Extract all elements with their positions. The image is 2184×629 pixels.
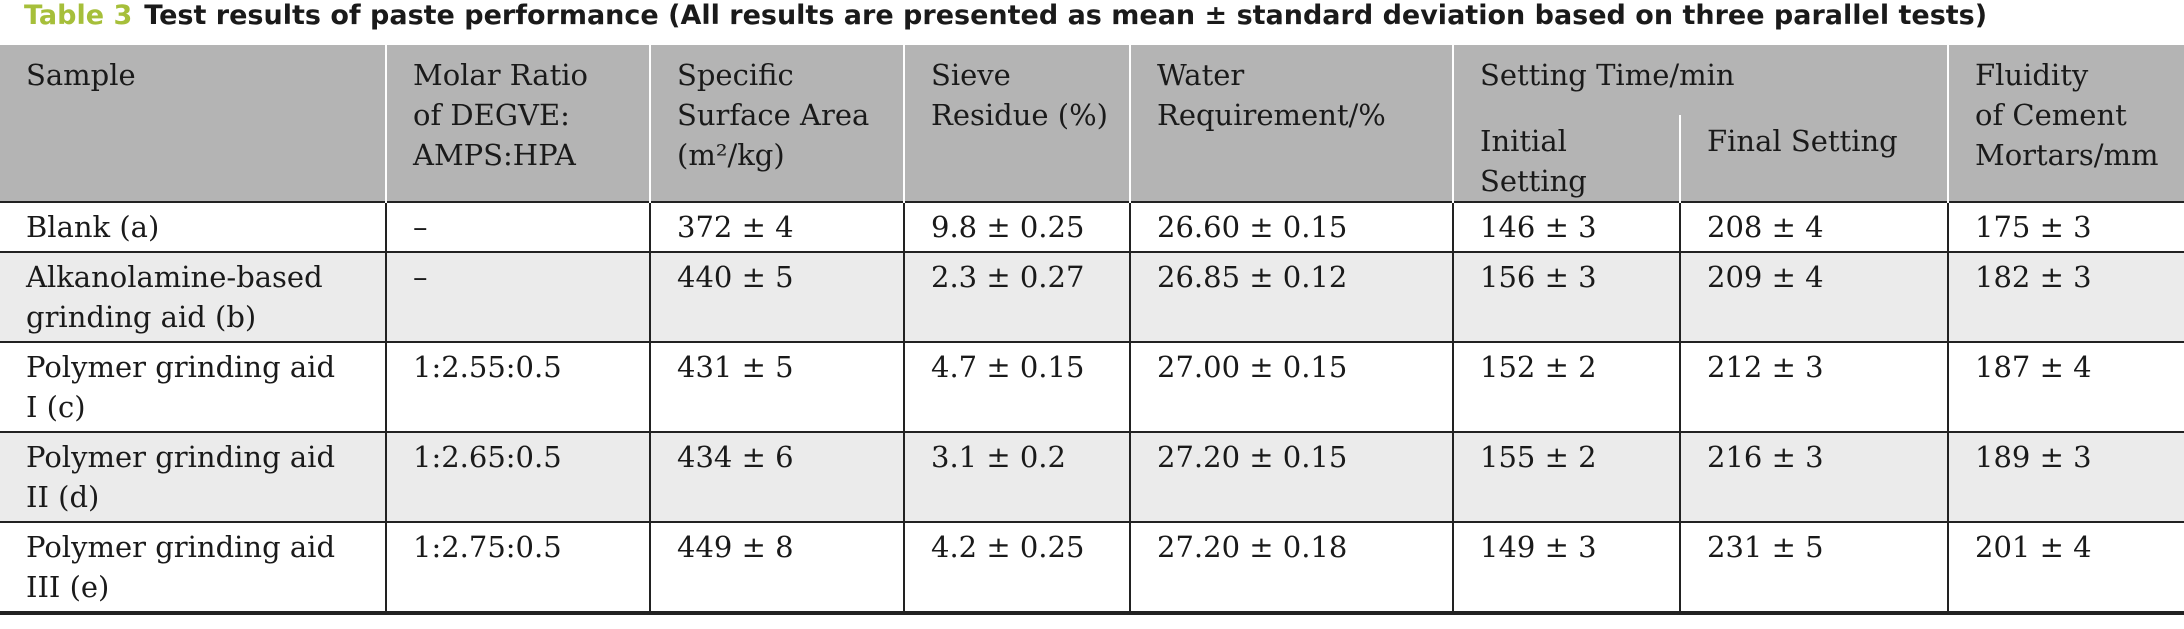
cell-sieve: 4.2 ± 0.25 — [903, 521, 1130, 613]
table-number: Table 3 — [24, 0, 133, 31]
table-body: Blank (a) – 372 ± 4 9.8 ± 0.25 26.60 ± 0… — [0, 201, 2184, 613]
cell-ssa: 434 ± 6 — [649, 431, 904, 522]
cell-molar-ratio: – — [385, 201, 650, 252]
cell-sample: Blank (a) — [0, 201, 386, 252]
table-row: Alkanolamine-based grinding aid (b) – 44… — [0, 251, 2184, 342]
table-row: Blank (a) – 372 ± 4 9.8 ± 0.25 26.60 ± 0… — [0, 201, 2184, 252]
header-sieve-residue: Sieve Residue (%) — [903, 45, 1130, 202]
cell-initial-setting: 155 ± 2 — [1452, 431, 1680, 522]
cell-sieve: 4.7 ± 0.15 — [903, 341, 1130, 432]
cell-final-setting: 209 ± 4 — [1678, 251, 1949, 342]
cell-fluidity: 189 ± 3 — [1947, 431, 2184, 522]
cell-water: 26.85 ± 0.12 — [1129, 251, 1453, 342]
cell-water: 27.20 ± 0.15 — [1129, 431, 1453, 522]
cell-fluidity: 182 ± 3 — [1947, 251, 2184, 342]
cell-ssa: 440 ± 5 — [649, 251, 904, 342]
cell-final-setting: 212 ± 3 — [1678, 341, 1949, 432]
cell-water: 26.60 ± 0.15 — [1129, 201, 1453, 252]
header-setting-time: Setting Time/min — [1451, 45, 1949, 115]
cell-sieve: 9.8 ± 0.25 — [903, 201, 1130, 252]
cell-sample: Polymer grinding aid II (d) — [0, 431, 386, 522]
cell-fluidity: 175 ± 3 — [1947, 201, 2184, 252]
cell-sieve: 3.1 ± 0.2 — [903, 431, 1130, 522]
cell-molar-ratio: 1:2.65:0.5 — [385, 431, 650, 522]
header-final-setting: Final Setting — [1678, 115, 1949, 202]
cell-sieve: 2.3 ± 0.27 — [903, 251, 1130, 342]
cell-ssa: 431 ± 5 — [649, 341, 904, 432]
table-header: Sample Molar Ratio of DEGVE: AMPS:HPA Sp… — [0, 45, 2184, 202]
cell-ssa: 372 ± 4 — [649, 201, 904, 252]
cell-initial-setting: 152 ± 2 — [1452, 341, 1680, 432]
cell-sample: Polymer grinding aid III (e) — [0, 521, 386, 613]
table-title: Test results of paste performance (All r… — [144, 0, 1988, 31]
cell-sample: Alkanolamine-based grinding aid (b) — [0, 251, 386, 342]
header-fluidity: Fluidity of Cement Mortars/mm — [1947, 45, 2184, 202]
header-sample: Sample — [0, 45, 386, 202]
header-specific-surface-area: Specific Surface Area (m²/kg) — [649, 45, 904, 202]
cell-ssa: 449 ± 8 — [649, 521, 904, 613]
cell-fluidity: 201 ± 4 — [1947, 521, 2184, 613]
cell-molar-ratio: – — [385, 251, 650, 342]
cell-final-setting: 231 ± 5 — [1678, 521, 1949, 613]
header-molar-ratio: Molar Ratio of DEGVE: AMPS:HPA — [385, 45, 650, 202]
cell-initial-setting: 146 ± 3 — [1452, 201, 1680, 252]
cell-initial-setting: 149 ± 3 — [1452, 521, 1680, 613]
cell-final-setting: 208 ± 4 — [1678, 201, 1949, 252]
table-row: Polymer grinding aid II (d) 1:2.65:0.5 4… — [0, 431, 2184, 522]
table-row: Polymer grinding aid I (c) 1:2.55:0.5 43… — [0, 341, 2184, 432]
table-caption: Table 3 Test results of paste performance… — [24, 0, 1987, 36]
cell-molar-ratio: 1:2.55:0.5 — [385, 341, 650, 432]
cell-water: 27.00 ± 0.15 — [1129, 341, 1453, 432]
header-initial-setting: Initial Setting — [1452, 115, 1680, 202]
cell-initial-setting: 156 ± 3 — [1452, 251, 1680, 342]
cell-fluidity: 187 ± 4 — [1947, 341, 2184, 432]
cell-sample: Polymer grinding aid I (c) — [0, 341, 386, 432]
header-water-requirement: Water Requirement/% — [1129, 45, 1453, 202]
results-table: Sample Molar Ratio of DEGVE: AMPS:HPA Sp… — [0, 45, 2184, 615]
table-row: Polymer grinding aid III (e) 1:2.75:0.5 … — [0, 521, 2184, 613]
cell-water: 27.20 ± 0.18 — [1129, 521, 1453, 613]
cell-molar-ratio: 1:2.75:0.5 — [385, 521, 650, 613]
cell-final-setting: 216 ± 3 — [1678, 431, 1949, 522]
